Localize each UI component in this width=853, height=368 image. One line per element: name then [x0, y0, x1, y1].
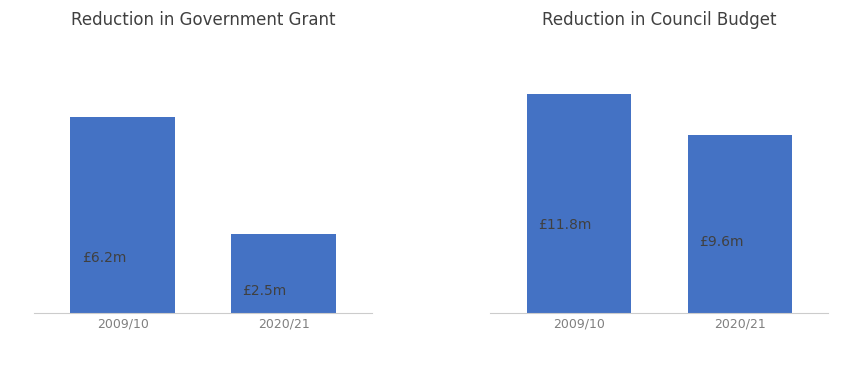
Title: Reduction in Government Grant: Reduction in Government Grant — [71, 11, 335, 29]
Title: Reduction in Council Budget: Reduction in Council Budget — [542, 11, 775, 29]
Bar — [526, 94, 630, 313]
Text: £2.5m: £2.5m — [242, 284, 287, 298]
Bar — [687, 135, 792, 313]
Text: £9.6m: £9.6m — [698, 235, 742, 249]
Text: £6.2m: £6.2m — [82, 251, 126, 265]
Bar — [70, 117, 175, 313]
Text: £11.8m: £11.8m — [537, 218, 590, 232]
Bar — [231, 234, 335, 313]
